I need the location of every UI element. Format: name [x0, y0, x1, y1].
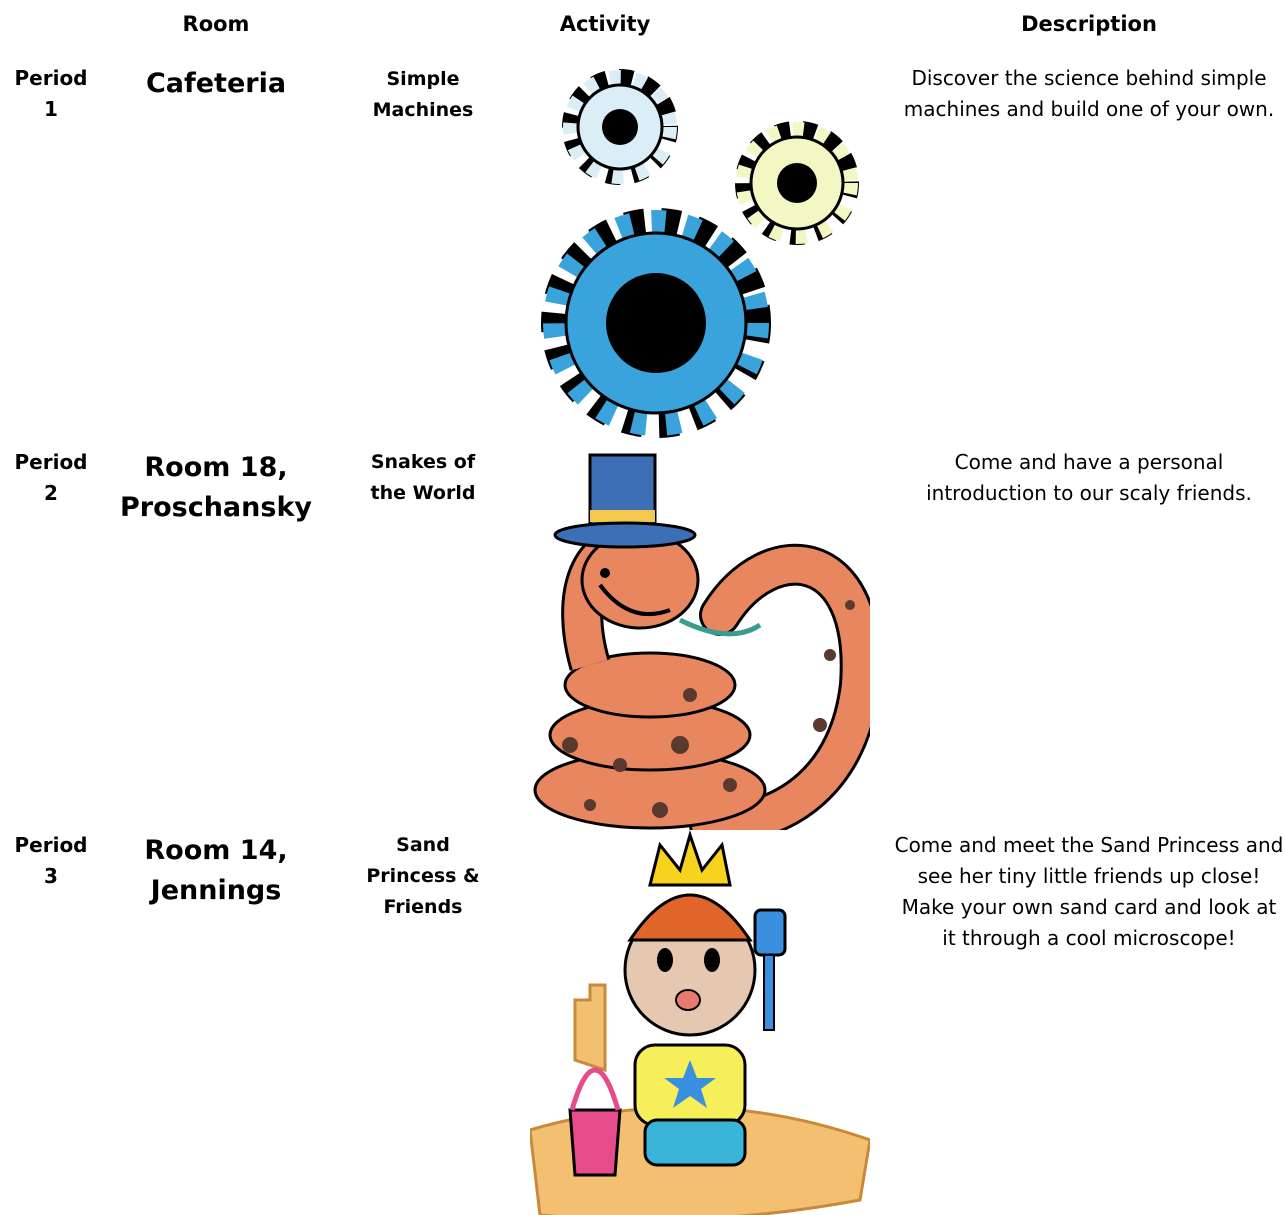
sand-princess-image	[530, 830, 870, 1215]
room: Room 14, Jennings	[144, 835, 288, 906]
period: Period 2	[14, 450, 88, 505]
activity: Snakes of the World	[370, 451, 476, 504]
activity: Simple Machines	[372, 68, 474, 121]
room: Room 18, Proschansky	[119, 452, 313, 523]
gear	[562, 69, 678, 185]
description: Discover the science behind simple machi…	[903, 66, 1275, 121]
period: Period 3	[14, 833, 88, 888]
gears-image	[541, 69, 859, 438]
header-description: Description	[1021, 12, 1157, 36]
header-room: Room	[182, 12, 250, 36]
room: Cafeteria	[145, 68, 287, 99]
description: Come and have a personal introduction to…	[926, 450, 1252, 505]
gear	[541, 208, 771, 438]
activity: Sand Princess & Friends	[366, 834, 480, 918]
snake-image	[533, 453, 870, 830]
header-activity: Activity	[559, 12, 651, 36]
period: Period 1	[14, 66, 88, 121]
description: Come and meet the Sand Princess and see …	[894, 833, 1284, 950]
gear	[735, 121, 859, 245]
